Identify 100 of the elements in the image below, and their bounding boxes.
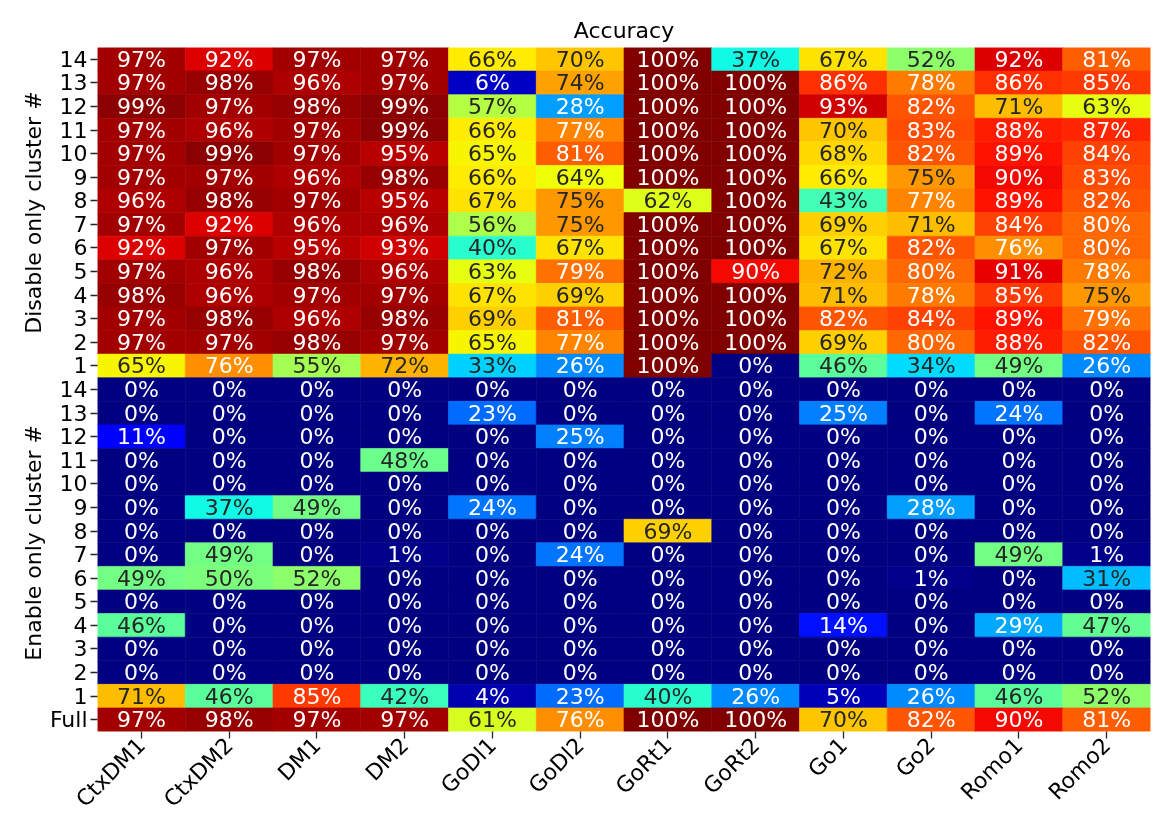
- data-label: 97%: [292, 188, 342, 214]
- data-label: 98%: [204, 707, 254, 733]
- data-label: 0%: [650, 612, 686, 638]
- data-label: 0%: [211, 447, 247, 473]
- data-label: 33%: [467, 353, 517, 379]
- data-label: 0%: [650, 447, 686, 473]
- data-label: 0%: [738, 424, 774, 450]
- data-label: 29%: [994, 612, 1044, 638]
- data-label: 31%: [1082, 565, 1132, 591]
- data-label: 1%: [913, 565, 949, 591]
- data-label: 0%: [650, 636, 686, 662]
- data-label: 67%: [818, 46, 868, 72]
- data-label: 100%: [724, 141, 788, 167]
- data-label: 96%: [292, 70, 342, 96]
- data-label: 0%: [211, 424, 247, 450]
- y-tick-label: 10: [59, 471, 88, 497]
- data-label: 0%: [1089, 400, 1125, 426]
- data-label: 97%: [116, 306, 166, 332]
- data-label: 61%: [467, 707, 517, 733]
- data-label: 0%: [562, 377, 598, 402]
- data-label: 0%: [211, 589, 247, 615]
- data-label: 78%: [1082, 259, 1132, 285]
- data-label: 0%: [474, 447, 510, 473]
- data-label: 97%: [204, 93, 254, 119]
- data-label: 63%: [467, 259, 517, 285]
- data-label: 0%: [1001, 471, 1037, 497]
- data-label: 0%: [1089, 589, 1125, 615]
- data-label: 52%: [906, 46, 956, 72]
- data-label: 66%: [467, 46, 517, 72]
- data-label: 0%: [1001, 660, 1037, 686]
- data-label: 97%: [116, 46, 166, 72]
- data-label: 96%: [204, 117, 254, 143]
- data-label: 96%: [204, 259, 254, 285]
- data-label: 6%: [474, 70, 510, 96]
- data-label: 0%: [1089, 660, 1125, 686]
- data-label: 85%: [292, 683, 342, 709]
- data-label: 46%: [204, 683, 254, 709]
- data-label: 98%: [380, 306, 430, 332]
- data-label: 92%: [204, 46, 254, 72]
- data-label: 89%: [994, 306, 1044, 332]
- data-label: 98%: [292, 259, 342, 285]
- data-label: 84%: [906, 306, 956, 332]
- data-label: 0%: [1089, 424, 1125, 450]
- data-label: 57%: [467, 93, 517, 119]
- data-label: 99%: [380, 93, 430, 119]
- data-label: 89%: [994, 188, 1044, 214]
- data-label: 71%: [994, 93, 1044, 119]
- data-label: 0%: [738, 612, 774, 638]
- data-label: 0%: [387, 589, 423, 615]
- data-label: 100%: [636, 329, 700, 355]
- data-label: 81%: [555, 141, 605, 167]
- data-label: 76%: [994, 235, 1044, 261]
- data-label: 70%: [555, 46, 605, 72]
- data-label: 0%: [650, 424, 686, 450]
- data-label: 40%: [643, 683, 693, 709]
- data-label: 97%: [116, 707, 166, 733]
- data-label: 0%: [387, 400, 423, 426]
- data-label: 97%: [204, 235, 254, 261]
- data-label: 0%: [913, 636, 949, 662]
- data-label: 92%: [994, 46, 1044, 72]
- data-label: 90%: [994, 707, 1044, 733]
- y-tick-label: 10: [59, 141, 88, 167]
- data-label: 99%: [204, 141, 254, 167]
- data-label: 75%: [906, 164, 956, 190]
- data-label: 0%: [913, 400, 949, 426]
- data-label: 24%: [994, 400, 1044, 426]
- data-label: 0%: [474, 636, 510, 662]
- data-label: 96%: [380, 211, 430, 237]
- data-label: 0%: [1001, 377, 1037, 402]
- data-label: 85%: [994, 282, 1044, 308]
- data-label: 98%: [380, 164, 430, 190]
- data-label: 0%: [387, 660, 423, 686]
- data-label: 64%: [555, 164, 605, 190]
- data-label: 0%: [474, 565, 510, 591]
- y-tick-label: 5: [73, 259, 88, 285]
- data-label: 1%: [1089, 542, 1125, 568]
- y-tick-label: 6: [73, 565, 88, 591]
- data-label: 63%: [1082, 93, 1132, 119]
- data-label: 93%: [818, 93, 868, 119]
- data-label: 97%: [116, 164, 166, 190]
- data-label: 0%: [913, 471, 949, 497]
- data-label: 100%: [724, 117, 788, 143]
- data-label: 0%: [123, 542, 159, 568]
- data-label: 91%: [994, 259, 1044, 285]
- data-label: 80%: [1082, 211, 1132, 237]
- data-label: 0%: [474, 377, 510, 402]
- data-label: 0%: [738, 565, 774, 591]
- data-label: 82%: [1082, 188, 1132, 214]
- data-label: 46%: [818, 353, 868, 379]
- data-label: 0%: [387, 494, 423, 520]
- data-label: 97%: [204, 164, 254, 190]
- data-label: 90%: [994, 164, 1044, 190]
- data-label: 0%: [738, 447, 774, 473]
- data-label: 56%: [467, 211, 517, 237]
- data-label: 0%: [299, 447, 335, 473]
- y-tick-label: 7: [73, 211, 88, 237]
- data-label: 0%: [1089, 447, 1125, 473]
- data-label: 100%: [724, 211, 788, 237]
- data-label: 0%: [1089, 377, 1125, 402]
- data-label: 0%: [825, 542, 861, 568]
